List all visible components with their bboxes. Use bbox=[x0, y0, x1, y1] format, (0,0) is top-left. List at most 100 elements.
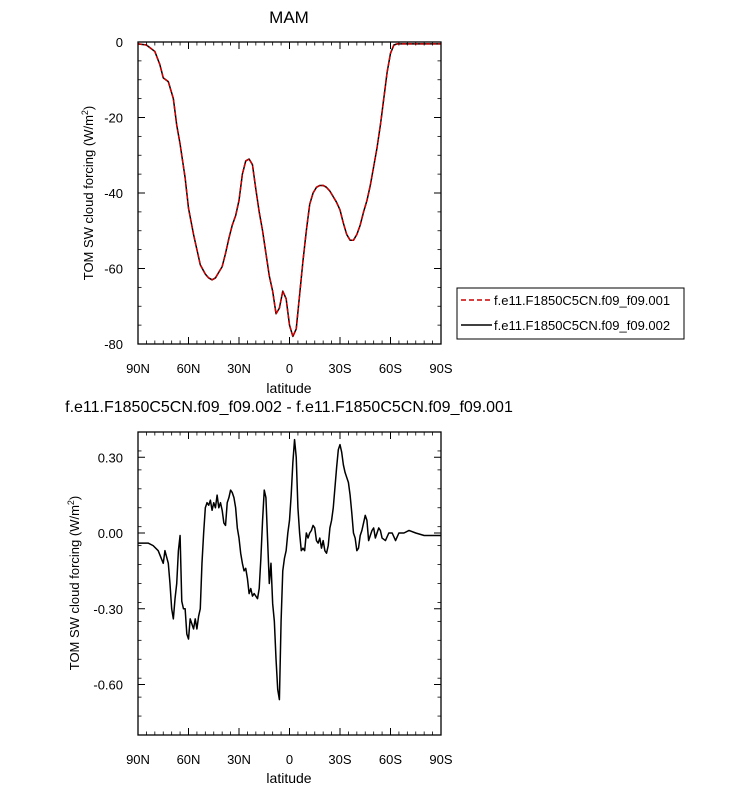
top-y-axis-label-tail: ) bbox=[81, 106, 96, 110]
bottom-x-tick-label: 30S bbox=[328, 752, 351, 767]
bottom-series-1-point bbox=[337, 449, 339, 451]
top-series-1-point bbox=[353, 239, 354, 241]
bottom-series-1-point bbox=[300, 550, 302, 552]
bottom-series-1-point bbox=[385, 540, 386, 541]
bottom-x-tick-label: 60N bbox=[177, 752, 201, 767]
bottom-series-1-point bbox=[322, 540, 324, 541]
legend: f.e11.F1850C5CN.f09_f09.001 f.e11.F1850C… bbox=[456, 287, 685, 340]
bottom-series-1-point bbox=[371, 530, 373, 531]
bottom-series-1-point bbox=[378, 527, 380, 529]
bottom-series-1-point bbox=[351, 512, 353, 514]
bottom-series-1-point bbox=[366, 519, 368, 521]
bottom-series-1-point bbox=[368, 540, 370, 541]
top-series-1-point bbox=[359, 224, 361, 226]
bottom-series-1-point bbox=[359, 535, 361, 536]
top-series-1-point bbox=[184, 177, 186, 179]
top-series-1-point bbox=[425, 43, 427, 45]
top-y-tick-label: -40 bbox=[104, 186, 123, 201]
top-series-1-point bbox=[211, 279, 213, 281]
bottom-series-1-point bbox=[314, 527, 316, 529]
bottom-series-1-point bbox=[374, 537, 376, 539]
top-series-1-point bbox=[235, 215, 237, 217]
bottom-series-1-point bbox=[183, 608, 184, 610]
bottom-series-1-point bbox=[326, 552, 327, 554]
bottom-y-axis-label: TOM SW cloud forcing (W/m2) bbox=[66, 496, 82, 671]
top-series-1-point bbox=[258, 211, 260, 213]
bottom-panel: f.e11.F1850C5CN.f09_f09.002 - f.e11.F185… bbox=[65, 399, 513, 786]
bottom-series-1-point bbox=[270, 562, 272, 564]
bottom-series-1-point bbox=[273, 620, 275, 622]
bottom-series-1-point bbox=[380, 530, 381, 531]
bottom-series-1-point bbox=[354, 537, 356, 539]
legend-box bbox=[456, 287, 685, 340]
bottom-series-1-point bbox=[268, 583, 270, 584]
top-y-tick-label: 0 bbox=[116, 35, 123, 50]
bottom-series-1-point bbox=[220, 502, 221, 504]
bottom-series-1-point bbox=[267, 540, 269, 541]
bottom-series-1-point bbox=[236, 527, 238, 529]
bottom-x-ticks: 90N 60N 30N 0 30S 60S 90S bbox=[126, 432, 453, 767]
bottom-series-1-point bbox=[216, 494, 218, 496]
top-x-tick-label: 90N bbox=[126, 361, 150, 376]
bottom-series-1-point bbox=[263, 489, 265, 491]
bottom-series-1-point bbox=[240, 552, 242, 554]
bottom-series-1-point bbox=[162, 562, 164, 564]
bottom-series-1-point bbox=[310, 530, 312, 531]
top-series-1-point bbox=[316, 186, 317, 188]
bottom-series-1-point bbox=[415, 532, 417, 534]
bottom-series-1-point bbox=[204, 507, 206, 509]
bottom-series-1-point bbox=[243, 570, 245, 572]
top-x-ticks: 90N 60N 30N 0 30S 60S 90S bbox=[126, 42, 453, 376]
bottom-series-1-point bbox=[289, 519, 290, 521]
top-series-1-point bbox=[225, 253, 226, 254]
top-series-1-point bbox=[172, 98, 174, 100]
bottom-series-1-point bbox=[334, 487, 336, 488]
bottom-series-1-point bbox=[211, 509, 213, 511]
bottom-series-1-point bbox=[295, 456, 297, 458]
bottom-series-1-point bbox=[191, 623, 193, 625]
top-series-1-point bbox=[292, 336, 294, 337]
top-series-1-point bbox=[312, 192, 314, 194]
bottom-series-1-point bbox=[408, 530, 410, 531]
bottom-series-1-point bbox=[179, 535, 181, 536]
bottom-series-1-point bbox=[353, 532, 354, 534]
bottom-series-1-point bbox=[206, 502, 208, 504]
bottom-series-1-point bbox=[307, 537, 309, 539]
bottom-series-1-point bbox=[235, 507, 237, 509]
bottom-series-1-line bbox=[138, 438, 441, 701]
bottom-series-1-point bbox=[339, 444, 341, 446]
top-series-1-point bbox=[400, 43, 401, 45]
top-series-1-point bbox=[252, 164, 253, 166]
bottom-series-1-point bbox=[398, 532, 400, 534]
top-series-1-point bbox=[376, 147, 378, 149]
bottom-series-1-point bbox=[349, 494, 351, 496]
bottom-series-1-point bbox=[294, 439, 295, 440]
bottom-series-1-point bbox=[221, 509, 223, 511]
bottom-series-1-point bbox=[287, 532, 289, 534]
top-x-axis-label: latitude bbox=[266, 380, 311, 396]
bottom-series-1-point bbox=[223, 522, 225, 524]
top-x-tick-label: 0 bbox=[286, 361, 293, 376]
bottom-series-1-point bbox=[342, 464, 344, 466]
top-series-1-point bbox=[363, 211, 364, 213]
top-series-1-point bbox=[238, 200, 240, 201]
bottom-plot-frame bbox=[137, 431, 442, 736]
top-y-ticks: 0 -20 -40 -60 -80 bbox=[104, 35, 441, 352]
top-series-1-point bbox=[228, 237, 230, 239]
top-series-1-point bbox=[162, 77, 164, 79]
top-series-1-point bbox=[159, 64, 161, 66]
bottom-series-1-point bbox=[321, 547, 322, 549]
bottom-series-1-point bbox=[208, 504, 210, 506]
top-series-1-point bbox=[154, 51, 156, 52]
bottom-series-1-point bbox=[356, 550, 358, 552]
top-series-1-point bbox=[255, 188, 257, 190]
bottom-series-1-point bbox=[391, 532, 393, 534]
top-series-1-point bbox=[179, 143, 181, 145]
bottom-series-1-point bbox=[238, 537, 240, 539]
top-series-1-point bbox=[383, 98, 385, 100]
bottom-series-1-point bbox=[203, 532, 205, 534]
bottom-series-1-point bbox=[361, 530, 363, 531]
top-series-1-point bbox=[336, 202, 338, 203]
top-series-1-point bbox=[282, 290, 284, 292]
top-series-1-point bbox=[193, 234, 194, 235]
